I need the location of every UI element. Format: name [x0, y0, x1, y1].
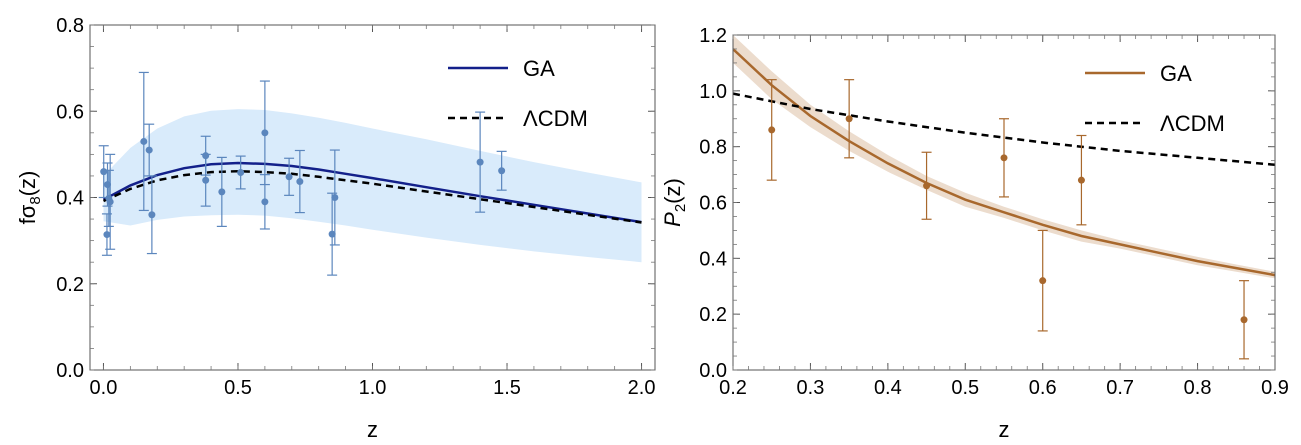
x-axis-label: z: [999, 417, 1010, 442]
data-marker: [202, 176, 210, 184]
y-tick-label: 0.6: [56, 101, 84, 123]
x-tick-label: 0.6: [1029, 377, 1057, 399]
data-point-17: [327, 192, 338, 276]
data-point-7: [1239, 280, 1250, 360]
x-tick-label: 1.0: [359, 377, 387, 399]
data-point-14: [259, 80, 270, 186]
plot-area: [733, 35, 1275, 360]
data-marker: [106, 198, 114, 206]
x-tick-label: 0.5: [951, 377, 979, 399]
y-tick-label: 0.8: [56, 15, 84, 37]
data-marker: [768, 126, 776, 134]
data-point-1: [766, 79, 777, 181]
data-point-18: [329, 149, 340, 246]
legend-ga-label: GA: [1160, 61, 1192, 86]
data-marker: [285, 173, 293, 181]
data-marker: [237, 168, 245, 176]
y-tick-label: 1.0: [699, 81, 727, 103]
data-point-20: [496, 150, 507, 191]
data-point-5: [105, 153, 116, 250]
data-point-15: [284, 157, 295, 196]
y-tick-label: 0.4: [56, 188, 84, 210]
data-marker: [218, 188, 226, 196]
x-axis-label: z: [367, 417, 378, 442]
data-marker: [1240, 316, 1248, 324]
data-point-11: [216, 156, 227, 227]
data-marker: [103, 231, 111, 239]
legend-lcdm-label: ΛCDM: [1160, 111, 1225, 136]
data-marker: [1000, 154, 1008, 162]
data-point-12: [235, 155, 246, 190]
x-tick-label: 0.2: [719, 377, 747, 399]
data-marker: [261, 198, 269, 206]
data-point-6: [138, 71, 149, 212]
data-point-2: [101, 213, 112, 256]
data-marker: [140, 137, 148, 145]
data-marker: [148, 211, 156, 219]
y-tick-label: 0.0: [56, 360, 84, 382]
x-tick-label: 0.5: [224, 377, 252, 399]
data-point-8: [146, 175, 157, 255]
x-tick-label: 0.4: [874, 377, 902, 399]
x-tick-label: 1.5: [493, 377, 521, 399]
legend: GA ΛCDM: [1085, 61, 1225, 136]
y-tick-label: 0.8: [699, 137, 727, 159]
data-point-16: [294, 149, 305, 214]
legend: GA ΛCDM: [448, 56, 588, 131]
y-tick-label: 0.2: [56, 274, 84, 296]
chart-panel-1: 0.0 0.5 1.0 1.5 2.0 0.0 0.2 0.4 0.6 0.8 z fσ8(z) GA Λ…: [15, 15, 656, 442]
legend-ga-label: GA: [523, 56, 555, 81]
data-marker: [202, 152, 210, 160]
data-marker: [328, 230, 336, 238]
data-marker: [476, 158, 484, 166]
ga-curve: [102, 161, 642, 224]
chart-panel-2: 0.2 0.3 0.4 0.5 0.6 0.7 0.8 0.90.00.20.40.60.81…: [660, 25, 1289, 442]
y-tick-label: 0.0: [699, 360, 727, 382]
plot-area: [98, 71, 642, 276]
y-tick-label: 1.2: [699, 25, 727, 47]
y-tick-label: 0.6: [699, 193, 727, 215]
data-marker: [1077, 176, 1085, 184]
x-tick-label: 0.8: [1184, 377, 1212, 399]
data-marker: [1039, 277, 1047, 285]
data-marker: [845, 115, 853, 123]
x-tick-label: 0.9: [1261, 377, 1289, 399]
data-marker: [100, 168, 108, 176]
y-tick-label: 0.4: [699, 248, 727, 270]
data-point-5: [1037, 229, 1048, 332]
ga-curve: [733, 48, 1275, 277]
data-marker: [261, 129, 269, 137]
data-point-6: [1076, 134, 1087, 226]
data-point-2: [844, 79, 855, 159]
data-marker: [145, 146, 153, 154]
y-tick-label: 0.2: [699, 304, 727, 326]
data-marker: [923, 182, 931, 190]
y-axis-label: fσ8(z): [15, 171, 44, 225]
x-tick-label: 2.0: [628, 377, 656, 399]
lcdm-curve: [102, 169, 642, 224]
data-point-3: [921, 151, 932, 220]
data-marker: [296, 178, 304, 186]
data-point-10: [200, 135, 211, 176]
lcdm-curve: [733, 92, 1275, 167]
x-tick-label: 0.7: [1106, 377, 1134, 399]
x-tick-label: 0.0: [90, 377, 118, 399]
data-marker: [331, 194, 339, 201]
legend-lcdm-label: ΛCDM: [523, 106, 588, 131]
data-marker: [498, 167, 506, 175]
confidence-band: [103, 109, 642, 263]
data-point-19: [475, 111, 486, 213]
x-tick-label: 0.3: [797, 377, 825, 399]
data-point-4: [999, 118, 1009, 198]
plot-frame: [732, 34, 1276, 371]
y-axis-label: P2(z): [660, 178, 689, 227]
